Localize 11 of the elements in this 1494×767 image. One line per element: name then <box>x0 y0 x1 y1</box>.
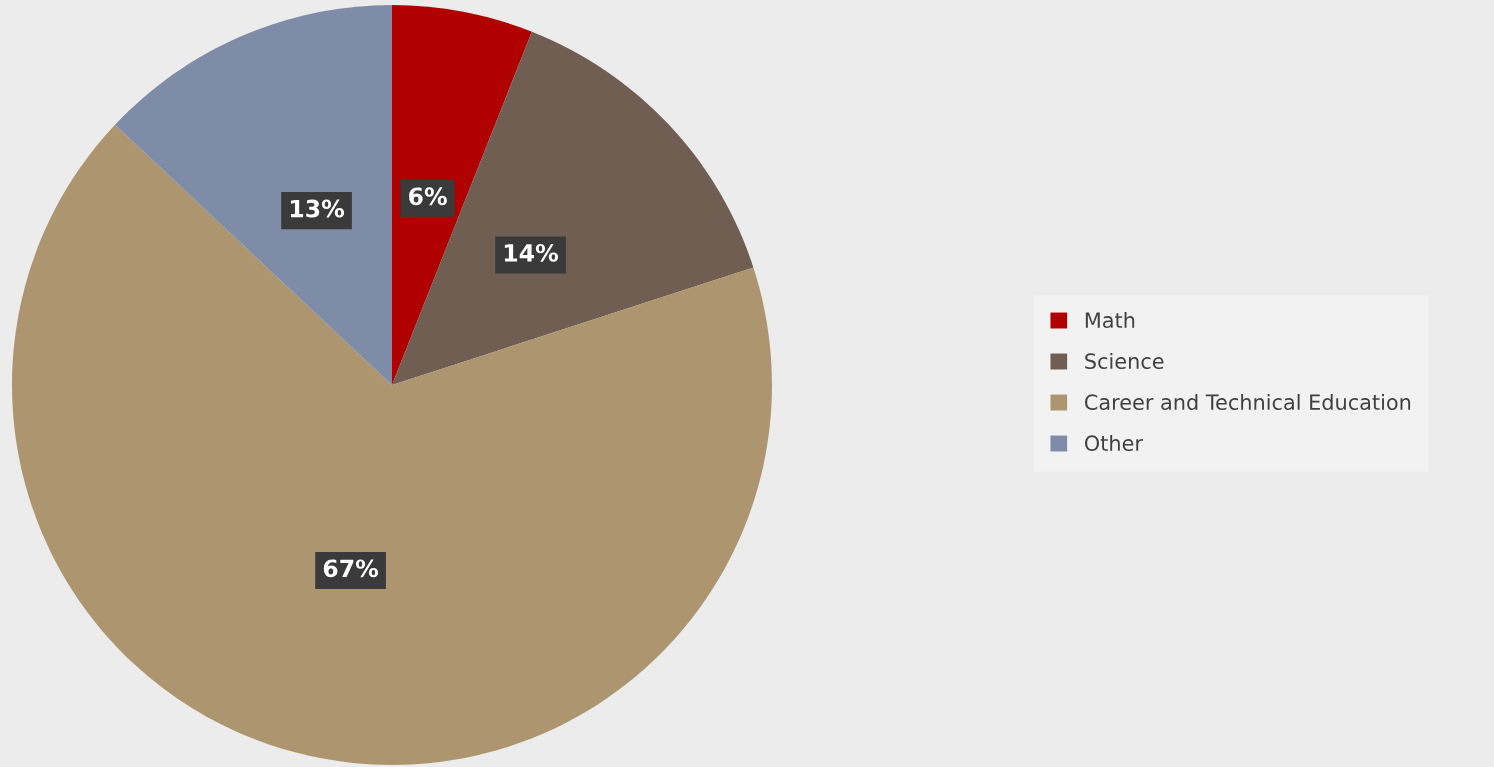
data-label: 14% <box>504 243 559 262</box>
legend-label: Math <box>1085 311 1135 329</box>
pie-slice <box>114 5 392 385</box>
pie-slice <box>392 31 754 385</box>
data-label: 13% <box>290 199 345 218</box>
legend-label: Science <box>1085 352 1164 370</box>
data-label: 67% <box>323 559 379 578</box>
pie-slice <box>12 124 772 765</box>
data-label: 6% <box>409 187 447 206</box>
legend-label: Other <box>1084 434 1143 452</box>
legend-label: Career and Technical Education <box>1084 393 1411 411</box>
